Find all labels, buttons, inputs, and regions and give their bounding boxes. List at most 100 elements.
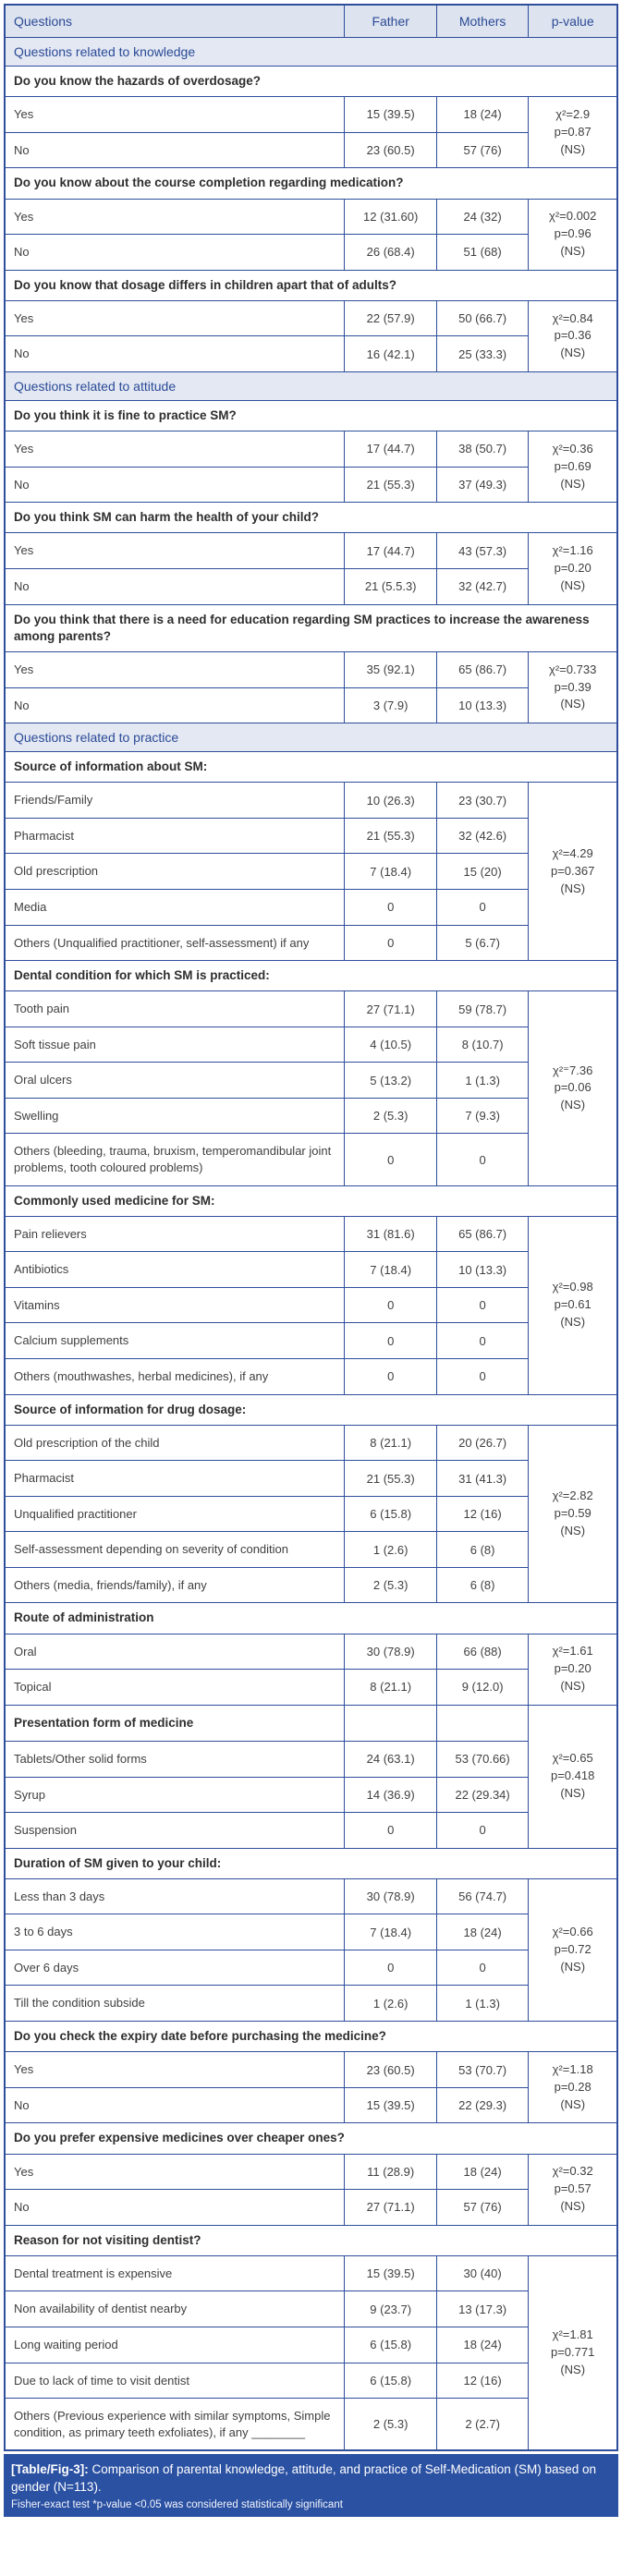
mothers-value	[435, 1704, 530, 1742]
father-value: 0	[344, 1949, 437, 1987]
mothers-value: 18 (24)	[435, 2326, 530, 2363]
mothers-value: 18 (24)	[435, 1914, 530, 1950]
father-value: 0	[344, 924, 437, 962]
father-value: 7 (18.4)	[344, 1914, 437, 1950]
section-label: Questions related to knowledge	[4, 37, 618, 67]
p-value-cell: χ²=1.61 p=0.20 (NS)	[528, 1633, 618, 1706]
p-value-cell: χ²=1.16 p=0.20 (NS)	[528, 532, 618, 605]
data-row: Old prescription of the child 8 (21.1) 20 …	[4, 1424, 618, 1604]
mothers-value: 5 (6.7)	[435, 924, 530, 962]
mothers-value: 0	[435, 1133, 530, 1186]
father-value: 5 (13.2)	[344, 1062, 437, 1099]
option-label: No	[4, 2086, 346, 2124]
data-row: Old prescription 7 (18.4) 15 (20)	[4, 853, 617, 890]
option-label: Old prescription	[4, 853, 346, 890]
question-label: Do you check the expiry date before purc…	[4, 2021, 618, 2053]
option-label: Unqualified practitioner	[4, 1495, 346, 1533]
data-row: Pain relievers 31 (81.6) 65 (86.7) χ²=0.98 …	[4, 1215, 618, 1395]
father-value: 11 (28.9)	[344, 2153, 437, 2191]
data-row: Till the condition subside 1 (2.6) 1 (1.3)	[4, 1985, 617, 2023]
data-row: No 27 (71.1) 57 (76)	[4, 2189, 617, 2226]
option-label: Self-assessment depending on severity of…	[4, 1531, 346, 1568]
data-row: Self-assessment depending on severity of…	[4, 1531, 617, 1568]
father-value: 1 (2.6)	[344, 1985, 437, 2023]
mothers-value: 0	[435, 1357, 530, 1395]
option-label: 3 to 6 days	[4, 1914, 346, 1950]
father-value: 0	[344, 1357, 437, 1395]
question-row: Source of information about SM:	[4, 751, 618, 784]
father-value: 1 (2.6)	[344, 1531, 437, 1568]
p-value-cell: χ²=4.29 p=0.367 (NS)	[528, 782, 618, 962]
option-label: Pharmacist	[4, 817, 346, 855]
question-label: Do you know the hazards of overdosage?	[4, 65, 618, 98]
mothers-value: 31 (41.3)	[435, 1460, 530, 1497]
option-label: No	[4, 335, 346, 372]
comparison-table: Questions Father Mothers p-value Questio…	[4, 4, 618, 2452]
data-row: Due to lack of time to visit dentist 6 (1…	[4, 2362, 617, 2400]
mothers-value: 18 (24)	[435, 2153, 530, 2191]
option-label: Yes	[4, 299, 346, 337]
table-header-row: Questions Father Mothers p-value	[4, 4, 618, 38]
option-label: No	[4, 131, 346, 169]
father-value: 30 (78.9)	[344, 1633, 437, 1671]
option-label: No	[4, 234, 346, 271]
father-value: 23 (60.5)	[344, 2051, 437, 2088]
option-label: Topical	[4, 1669, 346, 1706]
mothers-value: 22 (29.3)	[435, 2086, 530, 2124]
option-label: No	[4, 687, 346, 724]
option-label: Dental treatment is expensive	[4, 2254, 346, 2292]
p-value-cell: χ²=0.733 p=0.39 (NS)	[528, 650, 618, 724]
data-row: Yes 17 (44.7) 38 (50.7) χ²=0.36 p=0.69 (NS)	[4, 431, 618, 504]
data-row: Antibiotics 7 (18.4) 10 (13.3)	[4, 1251, 617, 1288]
father-value: 7 (18.4)	[344, 1251, 437, 1288]
table-caption: [Table/Fig-3]: Comparison of parental kn…	[4, 2454, 618, 2517]
data-row: No 3 (7.9) 10 (13.3)	[4, 687, 617, 724]
option-label: Presentation form of medicine	[4, 1704, 346, 1742]
question-label: Source of information about SM:	[4, 751, 618, 784]
option-label: Due to lack of time to visit dentist	[4, 2362, 346, 2400]
data-row: Suspension 0 0	[4, 1812, 617, 1849]
father-value: 21 (55.3)	[344, 1460, 437, 1497]
caption-text: Comparison of parental knowledge, attitu…	[11, 2462, 597, 2495]
data-row: Oral ulcers 5 (13.2) 1 (1.3)	[4, 1062, 617, 1099]
father-value: 21 (5.5.3)	[344, 568, 437, 605]
p-value-cell: χ²⁼7.36 p=0.06 (NS)	[528, 990, 618, 1186]
p-value-cell: χ²=0.66 p=0.72 (NS)	[528, 1877, 618, 2023]
mothers-value: 57 (76)	[435, 131, 530, 169]
mothers-value: 6 (8)	[435, 1566, 530, 1604]
option-label: Others (media, friends/family), if any	[4, 1566, 346, 1604]
father-value: 27 (71.1)	[344, 990, 437, 1027]
mothers-value: 0	[435, 1286, 530, 1324]
father-value: 31 (81.6)	[344, 1215, 437, 1253]
option-label: Yes	[4, 2153, 346, 2191]
mothers-value: 1 (1.3)	[435, 1062, 530, 1099]
father-value: 0	[344, 888, 437, 926]
data-row: 3 to 6 days 7 (18.4) 18 (24)	[4, 1914, 617, 1950]
data-row: Topical 8 (21.1) 9 (12.0)	[4, 1669, 617, 1706]
father-value: 24 (63.1)	[344, 1740, 437, 1778]
section-row: Questions related to practice	[4, 723, 618, 753]
mothers-value: 0	[435, 1812, 530, 1849]
mothers-value: 10 (13.3)	[435, 1251, 530, 1288]
question-label: Do you prefer expensive medicines over c…	[4, 2122, 618, 2155]
question-row: Do you think that there is a need for ed…	[4, 603, 618, 653]
data-row: Yes 35 (92.1) 65 (86.7) χ²=0.733 p=0.39 (NS…	[4, 650, 618, 724]
option-label: Pain relievers	[4, 1215, 346, 1253]
section-row: Questions related to knowledge	[4, 37, 618, 67]
section-row: Questions related to attitude	[4, 371, 618, 401]
option-label: Yes	[4, 96, 346, 133]
mothers-value: 53 (70.66)	[435, 1740, 530, 1778]
mothers-value: 59 (78.7)	[435, 990, 530, 1027]
mothers-value: 38 (50.7)	[435, 431, 530, 468]
option-label: Syrup	[4, 1776, 346, 1814]
column-header-p-value: p-value	[528, 4, 618, 38]
father-value: 7 (18.4)	[344, 853, 437, 890]
option-label: No	[4, 568, 346, 605]
question-row: Do you know the hazards of overdosage?	[4, 65, 618, 98]
caption-main: [Table/Fig-3]: Comparison of parental kn…	[11, 2461, 611, 2497]
p-value-cell: χ²=0.36 p=0.69 (NS)	[528, 431, 618, 504]
option-label: Yes	[4, 532, 346, 570]
data-row: Yes 22 (57.9) 50 (66.7) χ²=0.84 p=0.36 (NS)	[4, 299, 618, 372]
option-label: Oral	[4, 1633, 346, 1671]
mothers-value: 56 (74.7)	[435, 1877, 530, 1915]
